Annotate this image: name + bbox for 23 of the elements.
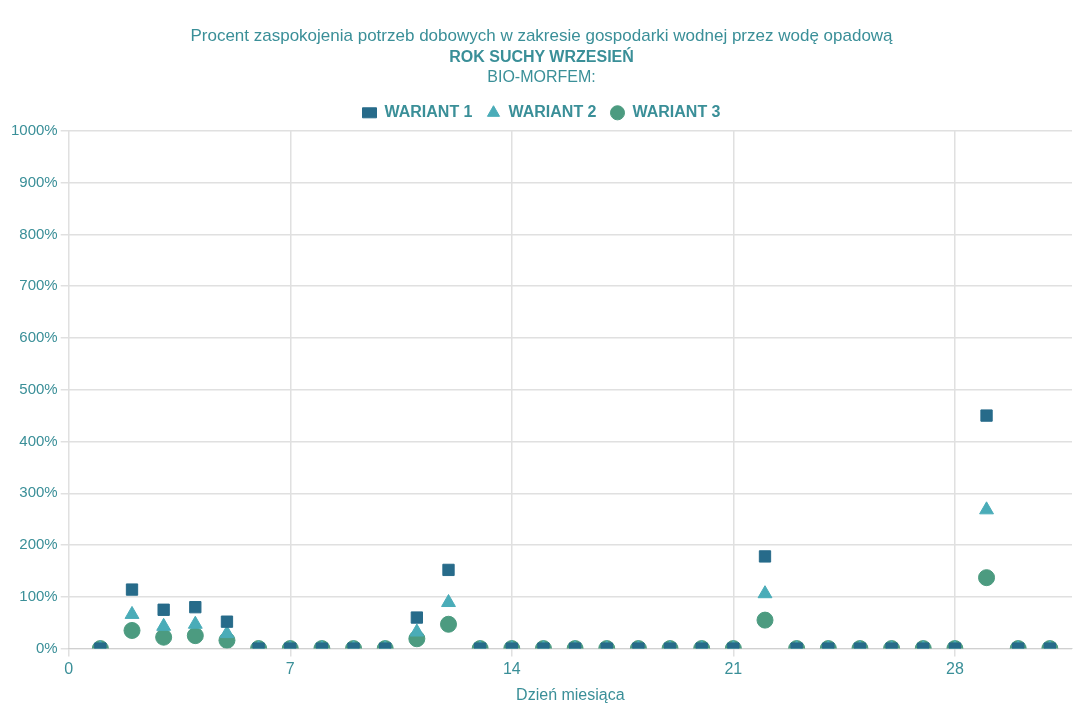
y-tick-label: 700% <box>19 276 58 294</box>
x-tick-label: 21 <box>724 659 743 677</box>
y-tick-label: 500% <box>19 379 58 397</box>
y-tick-label: 0% <box>36 638 58 656</box>
x-tick-label: 0 <box>64 659 74 677</box>
chart-title: Procent zaspokojenia potrzeb dobowych w zakresie gospodarki wodnej przez wodę opadową <box>190 25 894 45</box>
y-tick-label: 300% <box>19 483 58 501</box>
x-tick-label: 7 <box>285 659 295 677</box>
chart-subtitle: ROK SUCHY WRZESIEŃ <box>449 47 634 66</box>
x-axis-title: Dzień miesiąca <box>516 685 625 703</box>
y-tick-label: 900% <box>19 172 58 190</box>
y-tick-label: 200% <box>19 535 58 553</box>
legend-label: WARIANT 3 <box>632 103 721 121</box>
legend-title: BIO-MORFEM: <box>487 68 596 86</box>
legend-label: WARIANT 1 <box>384 103 473 121</box>
y-tick-label: 1000% <box>10 120 58 138</box>
y-tick-label: 600% <box>19 328 58 346</box>
x-tick-label: 28 <box>946 659 964 677</box>
y-tick-label: 100% <box>19 586 58 604</box>
y-tick-label: 400% <box>19 431 58 449</box>
legend-label: WARIANT 2 <box>508 103 597 121</box>
x-tick-label: 14 <box>502 659 521 677</box>
y-tick-label: 800% <box>19 224 58 242</box>
